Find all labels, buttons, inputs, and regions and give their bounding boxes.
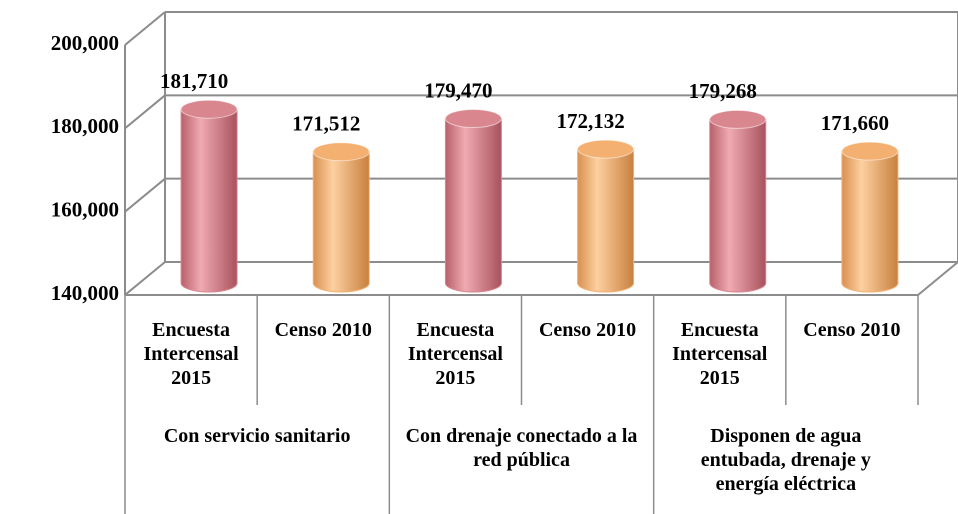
group-label: Disponen de agua entubada, drenaje y ene…	[700, 425, 871, 495]
x-tick-label: Censo 2010	[803, 319, 901, 341]
y-tick-label: 140,000	[51, 281, 119, 305]
grid-line	[124, 94, 166, 130]
bar-body	[577, 148, 635, 293]
value-label: 181,710	[160, 69, 228, 93]
x-tick-label: Encuesta Intercensal 2015	[407, 319, 503, 389]
value-label: 171,660	[821, 111, 889, 135]
bar-top	[709, 109, 767, 129]
bar-body	[841, 150, 899, 293]
y-tick-label: 200,000	[51, 31, 119, 55]
x-tick-label: Censo 2010	[274, 319, 372, 341]
group-label: Con servicio sanitario	[163, 425, 351, 447]
floor-right	[917, 261, 958, 296]
bar	[709, 109, 767, 293]
value-label: 179,268	[689, 79, 757, 103]
grid-line	[124, 177, 166, 213]
x-tick-label: Encuesta Intercensal 2015	[143, 319, 239, 389]
bar	[841, 141, 899, 293]
bar	[312, 142, 370, 293]
x-tick-label: Encuesta Intercensal 2015	[672, 319, 768, 389]
grid-line	[124, 11, 166, 46]
value-label: 172,132	[556, 109, 624, 133]
y-tick-label: 180,000	[51, 114, 119, 138]
bar-top	[841, 141, 899, 161]
bar-body	[444, 118, 502, 293]
value-label: 179,470	[424, 78, 492, 102]
bar-top	[444, 109, 502, 129]
x-tick-label: Censo 2010	[538, 319, 637, 341]
bar-top	[312, 142, 370, 162]
bar	[444, 109, 502, 293]
bar-top	[577, 139, 635, 159]
grid-line	[124, 261, 166, 296]
bar-body	[709, 118, 767, 293]
value-label: 171,512	[292, 112, 360, 136]
bar-body	[312, 151, 370, 293]
bar-top	[180, 99, 238, 119]
group-label: Con drenaje conectado a la red pública	[405, 425, 638, 471]
bar-body	[180, 108, 238, 293]
bar	[180, 99, 238, 293]
y-tick-label: 160,000	[51, 197, 119, 221]
bar	[577, 139, 635, 293]
